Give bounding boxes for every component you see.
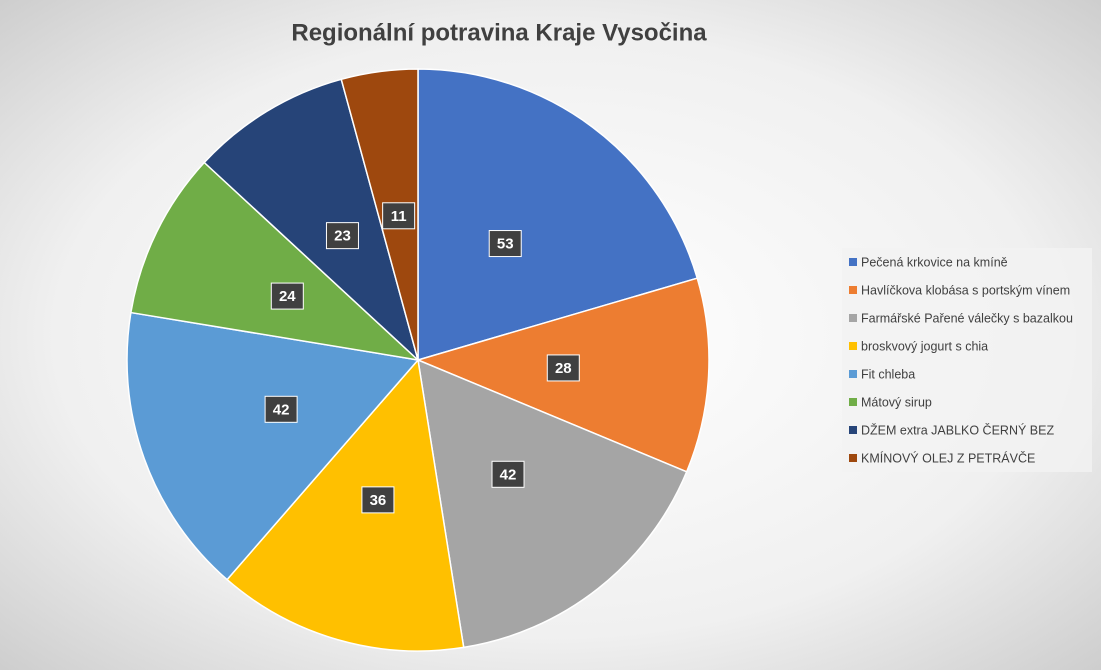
legend-label: KMÍNOVÝ OLEJ Z PETRÁVČE [861,450,1035,465]
data-label-box [361,486,395,514]
legend-swatch [849,426,857,434]
data-label: 28 [555,360,572,377]
data-label-box [270,282,304,310]
data-label-box [546,354,580,382]
legend-label: DŽEM extra JABLKO ČERNÝ BEZ [861,422,1054,437]
legend-label: Mátový sirup [861,395,932,409]
data-label: 11 [391,208,407,225]
legend-label: broskvový jogurt s chia [861,339,988,353]
legend-label: Fit chleba [861,367,915,381]
legend-swatch [849,398,857,406]
data-label: 42 [500,466,517,483]
legend-label: Havlíčkova klobása s portským vínem [861,283,1070,297]
legend-swatch [849,286,857,294]
data-label: 23 [334,228,351,245]
data-label: 36 [370,492,387,509]
legend-label: Pečená krkovice na kmíně [861,255,1008,269]
data-label: 53 [497,236,514,253]
legend-label: Farmářské Pařené válečky s bazalkou [861,311,1073,325]
legend-swatch [849,454,857,462]
data-label-box [382,202,416,230]
data-label-box [491,460,525,488]
data-label-box [325,222,359,250]
data-label-box [264,395,298,423]
pie-slice [126,311,420,581]
legend-swatch [849,258,857,266]
pie-slice [130,161,421,362]
pie-slice [417,358,688,649]
data-label: 24 [279,288,296,305]
pie-slice [203,78,420,363]
data-label: 42 [273,401,290,418]
legend-swatch [849,370,857,378]
pie-slice [226,358,465,652]
pie-slice [417,68,699,362]
legend-box [842,248,1092,472]
data-label-box [488,230,522,258]
legend-swatch [849,314,857,322]
legend-swatch [849,342,857,350]
pie-slice [340,68,419,361]
chart-title: Regionální potravina Kraje Vysočina [291,19,707,46]
